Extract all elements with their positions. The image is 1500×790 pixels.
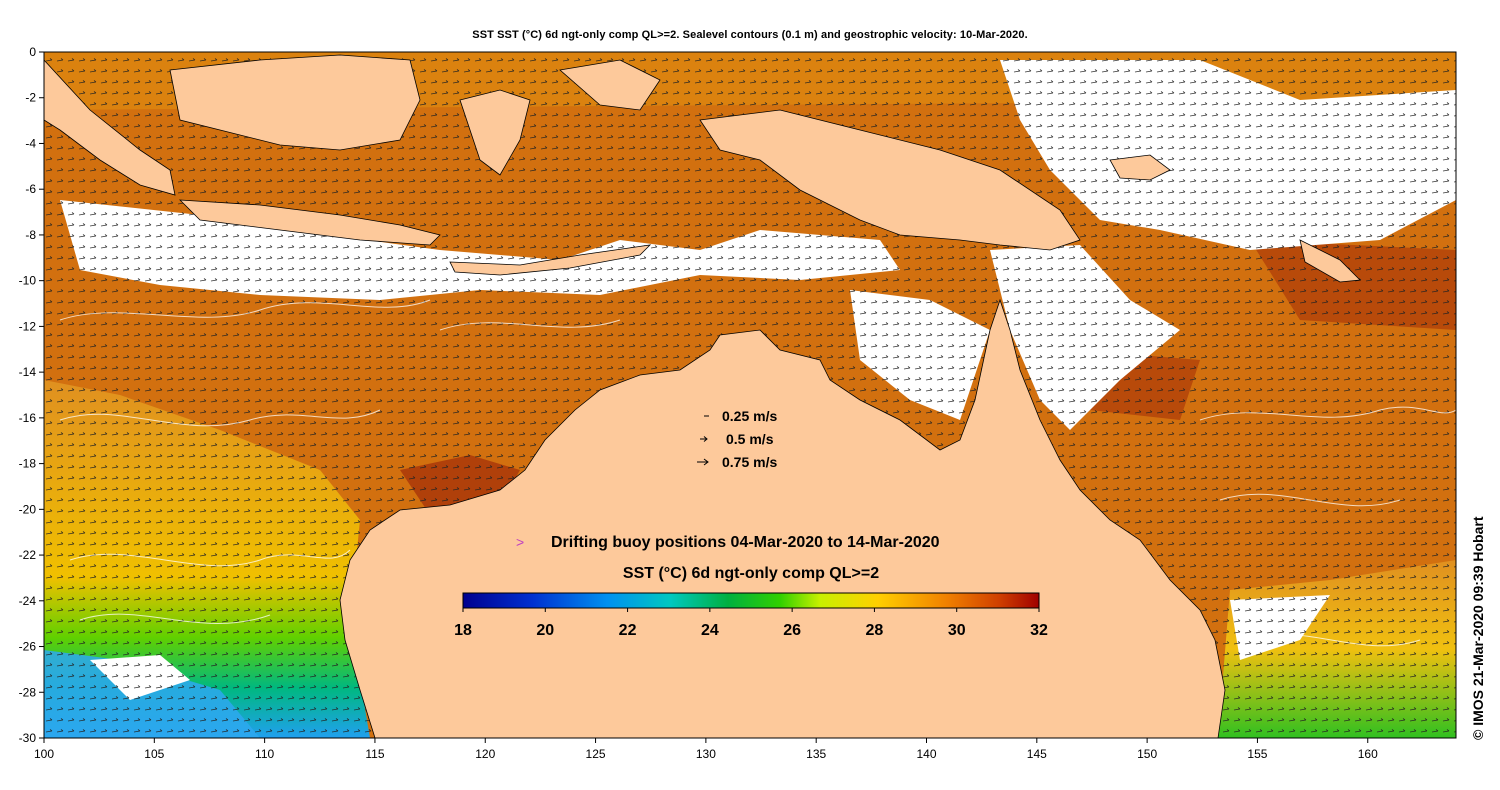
y-tick-label: -22 <box>19 548 37 562</box>
land-new-britain <box>1109 154 1171 181</box>
x-tick-label: 100 <box>34 747 54 761</box>
x-tick-label: 150 <box>1137 747 1157 761</box>
x-tick-label: 115 <box>365 747 384 761</box>
land-halmahera <box>559 59 661 111</box>
y-tick-label: 0 <box>29 45 36 59</box>
y-tick-label: -24 <box>19 594 37 608</box>
colorbar <box>462 592 1040 609</box>
y-tick-label: -18 <box>19 457 37 471</box>
velocity-legend: 0.25 m/s 0.5 m/s 0.75 m/s <box>697 408 777 470</box>
x-tick-label: 135 <box>806 747 826 761</box>
y-tick-label: -16 <box>19 411 37 425</box>
x-tick-label: 110 <box>255 747 274 761</box>
y-tick-label: -14 <box>19 365 37 379</box>
colorbar-tick-label: 28 <box>866 622 884 639</box>
colorbar-tick-label: 18 <box>454 622 472 639</box>
land-borneo <box>169 54 421 151</box>
x-tick-label: 145 <box>1027 747 1047 761</box>
y-tick-label: -6 <box>25 182 36 196</box>
land-sumatra <box>44 59 176 196</box>
x-tick-label: 125 <box>586 747 606 761</box>
x-tick-label: 160 <box>1358 747 1378 761</box>
colorbar-tick-label: 20 <box>536 622 554 639</box>
y-tick-label: -8 <box>25 228 36 242</box>
x-tick-label: 140 <box>916 747 936 761</box>
land-new-guinea <box>699 109 1081 251</box>
colorbar-tick-label: 24 <box>701 622 719 639</box>
x-tick-label: 120 <box>475 747 495 761</box>
x-axis: 100 105 110 115 120 125 130 135 140 145 150 155 160 <box>34 738 1378 761</box>
buoy-legend-label: Drifting buoy positions 04-Mar-2020 to 1… <box>551 534 940 551</box>
land-lesser-sunda <box>449 244 652 276</box>
y-tick-label: -20 <box>19 502 37 516</box>
colorbar-tick-label: 26 <box>783 622 801 639</box>
velocity-label-075: 0.75 m/s <box>722 454 777 470</box>
y-tick-label: -26 <box>19 640 37 654</box>
x-tick-label: 130 <box>696 747 716 761</box>
velocity-arrow-05 <box>700 436 708 442</box>
x-tick-label: 155 <box>1247 747 1267 761</box>
y-tick-label: -10 <box>19 274 37 288</box>
x-tick-label: 105 <box>144 747 164 761</box>
y-tick-label: -30 <box>19 731 37 745</box>
buoy-marker-icon: > <box>516 534 524 550</box>
imos-credit: © IMOS 21-Mar-2020 09:39 Hobart <box>1470 516 1486 740</box>
y-tick-label: -28 <box>19 685 37 699</box>
colorbar-tick-label: 30 <box>948 622 966 639</box>
sea-level-contours <box>59 299 1456 647</box>
y-tick-label: -12 <box>19 319 37 333</box>
velocity-label-025: 0.25 m/s <box>722 408 777 424</box>
colorbar-title: SST (°C) 6d ngt-only comp QL>=2 <box>623 565 879 582</box>
velocity-arrow-075 <box>697 458 709 466</box>
land <box>44 54 1361 738</box>
y-axis: 0 -2 -4 -6 -8 -10 -12 -14 -16 -18 -20 -22 -24 -26 -28 -… <box>19 45 44 745</box>
velocity-label-05: 0.5 m/s <box>726 431 774 447</box>
colorbar-tick-label: 22 <box>619 622 637 639</box>
plot-frame <box>43 51 1457 739</box>
land-java <box>178 199 441 246</box>
land-sulawesi <box>459 89 531 176</box>
y-tick-label: -2 <box>25 91 36 105</box>
colorbar-tick-label: 32 <box>1030 622 1048 639</box>
map-title: SST SST (°C) 6d ngt-only comp QL>=2. Sea… <box>472 29 1028 41</box>
y-tick-label: -4 <box>25 136 36 150</box>
colorbar-ticks: 18 20 22 24 26 28 30 32 <box>454 608 1048 639</box>
land-solomon-islands <box>1299 239 1361 283</box>
land-australia <box>339 298 1226 738</box>
